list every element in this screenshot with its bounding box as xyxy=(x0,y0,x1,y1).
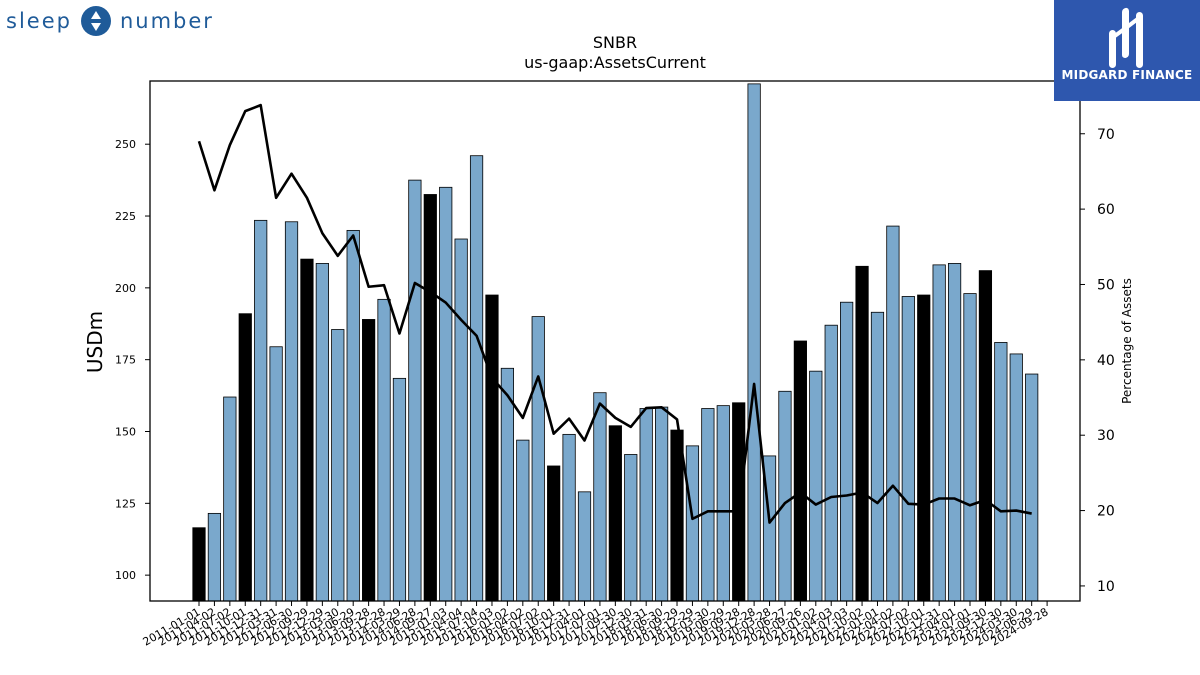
y-tick-label: 200 xyxy=(115,282,136,295)
bar xyxy=(192,527,206,601)
y2-tick-label: 20 xyxy=(1097,504,1115,520)
bar xyxy=(917,294,931,601)
y-tick-label: 250 xyxy=(115,138,136,151)
bar xyxy=(392,377,407,601)
bar xyxy=(377,298,391,601)
bar xyxy=(362,319,376,601)
logo-text-number: number xyxy=(119,9,214,33)
bar xyxy=(978,270,993,601)
bar xyxy=(655,406,669,601)
bar xyxy=(608,425,622,601)
y-tick-label: 125 xyxy=(115,497,136,510)
bar xyxy=(932,264,946,601)
bar xyxy=(593,392,607,601)
midgard-brand-text: MIDGARD FINANCE xyxy=(1061,68,1193,82)
bar xyxy=(701,408,715,601)
midgard-m-icon xyxy=(1109,7,1143,68)
bar xyxy=(547,465,561,601)
bar xyxy=(423,194,437,601)
bar xyxy=(207,512,222,601)
chart-subtitle: us-gaap:AssetsCurrent xyxy=(524,53,706,72)
y2-tick-label: 50 xyxy=(1097,277,1115,293)
bar xyxy=(870,311,885,601)
bar xyxy=(1009,353,1023,601)
bar xyxy=(716,405,730,601)
logo-text-sleep: sleep xyxy=(6,9,72,33)
bar xyxy=(238,313,252,601)
bar xyxy=(1025,373,1039,601)
y2-tick-label: 30 xyxy=(1097,428,1115,444)
bar xyxy=(300,258,314,601)
bar xyxy=(254,219,268,601)
bar xyxy=(747,83,761,601)
bar xyxy=(639,408,653,601)
y-axis-label: USDm xyxy=(83,311,107,373)
bar xyxy=(469,155,484,601)
bar xyxy=(408,179,422,601)
bar xyxy=(855,265,869,601)
chart-title: SNBR xyxy=(593,33,637,52)
bar xyxy=(531,316,545,601)
bar xyxy=(516,439,530,601)
bar xyxy=(901,296,915,601)
bar xyxy=(824,324,838,601)
midgard-finance-logo: MIDGARD FINANCE xyxy=(1054,0,1200,101)
bar xyxy=(577,491,592,601)
bar xyxy=(778,390,792,601)
bar xyxy=(947,263,962,601)
bar xyxy=(809,370,823,601)
bar xyxy=(454,238,468,601)
bar xyxy=(439,186,453,601)
bar xyxy=(840,301,854,601)
percentage-line xyxy=(197,103,1032,524)
y2-tick-label: 40 xyxy=(1097,353,1115,369)
y-tick-label: 225 xyxy=(115,210,136,223)
bar xyxy=(963,293,977,601)
bar xyxy=(269,346,283,601)
bar xyxy=(500,367,515,601)
bar xyxy=(793,340,807,601)
bar xyxy=(685,445,700,601)
bar xyxy=(562,433,576,601)
bar xyxy=(346,229,360,601)
y2-tick-label: 10 xyxy=(1097,579,1115,595)
bar xyxy=(223,396,237,601)
bar xyxy=(670,429,684,601)
sleep-number-logo: sleep number xyxy=(6,4,214,38)
logo-diamond-icon xyxy=(80,6,111,36)
bar xyxy=(331,329,345,601)
bar xyxy=(624,454,638,601)
bar xyxy=(485,294,499,601)
bar xyxy=(886,225,900,601)
y2-axis-label: Percentage of Assets xyxy=(1120,278,1134,404)
bar xyxy=(315,263,329,601)
bar xyxy=(994,342,1008,601)
y2-tick-label: 60 xyxy=(1097,202,1115,218)
y-tick-label: 175 xyxy=(115,354,136,367)
y-tick-label: 150 xyxy=(115,425,136,438)
y-tick-label: 100 xyxy=(115,569,136,582)
bar xyxy=(284,221,299,601)
y2-tick-label: 70 xyxy=(1097,127,1115,143)
